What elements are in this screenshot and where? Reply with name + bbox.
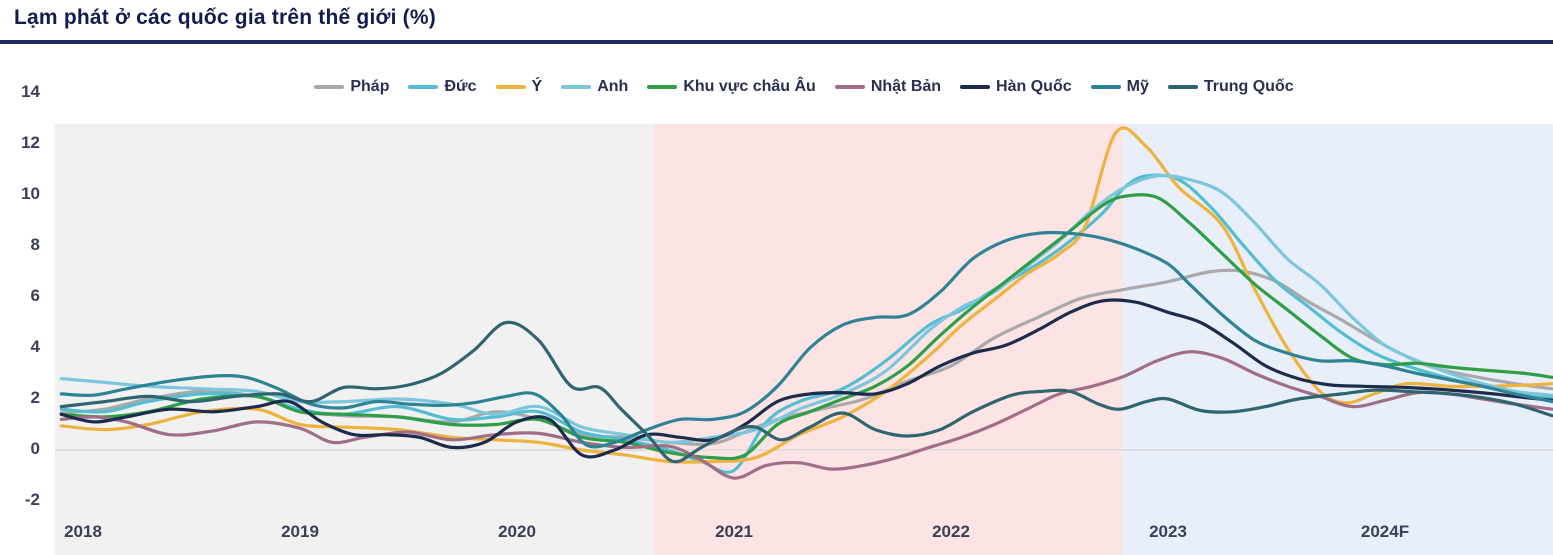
legend-swatch (647, 85, 678, 89)
series-line-Đức (59, 173, 1553, 474)
legend-label: Ý (531, 78, 543, 95)
x-tick-label: 2018 (64, 522, 102, 541)
series-line-Mỹ (59, 230, 1553, 449)
series-line-Hàn Quốc (59, 298, 1553, 459)
legend-swatch (314, 85, 345, 89)
legend-swatch (960, 85, 991, 89)
y-tick-label: 8 (30, 235, 40, 254)
chart-legend: Pháp Đức Ý Anh Khu vực châu Âu Nhật Bản Hàn Qu… (55, 78, 1553, 96)
legend-item-Đức[interactable]: Đức (408, 78, 477, 96)
legend-label: Đức (444, 78, 477, 95)
x-tick-label: 2021 (715, 522, 753, 541)
page-title: Lạm phát ở các quốc gia trên thế giới (%… (14, 6, 436, 29)
legend-label: Trung Quốc (1203, 78, 1294, 95)
legend-item-Khu vực châu Âu[interactable]: Khu vực châu Âu (647, 78, 816, 96)
legend-swatch (561, 85, 592, 89)
legend-label: Hàn Quốc (996, 78, 1072, 95)
legend-item-Hàn Quốc[interactable]: Hàn Quốc (960, 78, 1072, 96)
background-band-2 (1122, 124, 1553, 555)
series-line-Trung Quốc (59, 320, 1553, 464)
legend-swatch (408, 85, 439, 89)
x-tick-label: 2023 (1149, 522, 1187, 541)
legend-swatch (1167, 85, 1198, 89)
y-tick-label: -2 (24, 490, 40, 509)
y-tick-label: 14 (21, 82, 40, 101)
y-tick-label: 4 (30, 337, 40, 356)
legend-item-Anh[interactable]: Anh (561, 78, 628, 96)
y-tick-label: 6 (30, 286, 40, 305)
background-band-1 (653, 124, 1123, 555)
legend-item-Mỹ[interactable]: Mỹ (1090, 78, 1149, 96)
legend-swatch (495, 85, 526, 89)
legend-label: Pháp (350, 78, 390, 95)
legend-label: Khu vực châu Âu (683, 78, 816, 95)
legend-label: Nhật Bản (870, 78, 942, 95)
legend-label: Anh (597, 78, 629, 95)
legend-item-Pháp[interactable]: Pháp (314, 78, 389, 96)
x-tick-label: 2022 (932, 522, 970, 541)
y-tick-label: 12 (21, 133, 40, 152)
legend-swatch (1090, 85, 1121, 89)
series-line-Anh (59, 173, 1553, 445)
x-tick-label: 2024F (1360, 522, 1410, 541)
y-tick-label: 0 (30, 439, 40, 458)
legend-swatch (834, 85, 865, 89)
legend-item-Trung Quốc[interactable]: Trung Quốc (1167, 78, 1294, 96)
x-tick-label: 2020 (498, 522, 536, 541)
y-tick-label: 10 (21, 184, 40, 203)
title-underline (0, 40, 1553, 44)
background-band-0 (54, 124, 654, 555)
y-tick-label: 2 (30, 388, 40, 407)
legend-label: Mỹ (1126, 78, 1149, 95)
legend-item-Nhật Bản[interactable]: Nhật Bản (834, 78, 942, 96)
series-line-Khu vực châu Âu (59, 193, 1553, 461)
x-tick-label: 2019 (281, 522, 319, 541)
legend-item-Ý[interactable]: Ý (495, 78, 543, 96)
